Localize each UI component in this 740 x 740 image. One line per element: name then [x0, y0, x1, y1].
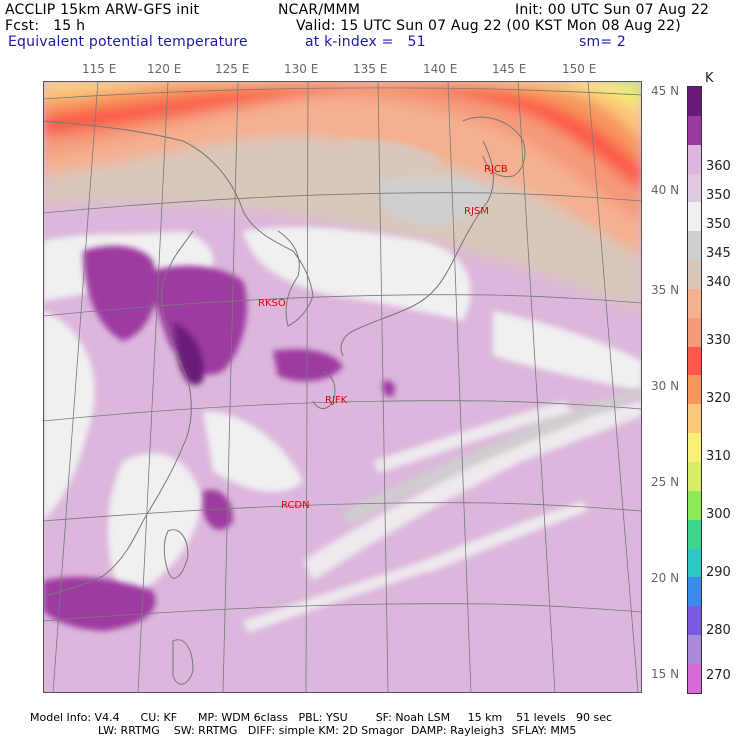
lat-label-45: 45 N: [651, 84, 680, 98]
station-rjsm: RJSM: [464, 206, 489, 217]
colorbar-segment: [688, 87, 701, 116]
colorbar-label-280: 280: [706, 623, 731, 638]
lat-label-15: 15 N: [651, 667, 680, 681]
colorbar-segment: [688, 202, 701, 232]
colorbar-label-300: 300: [706, 507, 731, 522]
ocean-streaks: [243, 386, 642, 633]
colorbar-segment: [688, 231, 701, 261]
model-title: ACCLIP 15km ARW-GFS init: [5, 2, 200, 18]
institution-label: NCAR/MMM: [278, 2, 361, 18]
lon-label-130: 130 E: [284, 62, 319, 76]
level-label: at k-index = 51: [305, 34, 426, 50]
colorbar-label-345: 350: [706, 217, 731, 232]
lat-label-35: 35 N: [651, 283, 680, 297]
colorbar-segment: [688, 260, 701, 289]
lat-label-20: 20 N: [651, 571, 680, 585]
colorbar-segment: [688, 490, 701, 520]
colorbar-label-330: 330: [706, 333, 731, 348]
model-info-line1: Model Info: V4.4 CU: KF MP: WDM 6class P…: [30, 711, 613, 724]
lon-label-140: 140 E: [423, 62, 458, 76]
lon-label-145: 145 E: [492, 62, 527, 76]
lat-label-30: 30 N: [651, 379, 680, 393]
colorbar-label-350: 350: [706, 188, 731, 203]
station-rcdn: RCDN: [281, 500, 310, 511]
colorbar-label-290: 290: [706, 565, 731, 580]
lon-label-115: 115 E: [82, 62, 117, 76]
station-rkso: RKSO: [258, 298, 286, 309]
valid-time: Valid: 15 UTC Sun 07 Aug 22 (00 KST Mon …: [296, 18, 681, 34]
station-rjfk: RJFK: [325, 395, 348, 406]
colorbar-segment: [688, 173, 701, 203]
colorbar-unit: K: [705, 71, 714, 86]
lon-label-125: 125 E: [215, 62, 250, 76]
lon-label-150: 150 E: [562, 62, 597, 76]
colorbar-segment: [688, 433, 701, 462]
model-info-line2: LW: RRTMG SW: RRTMG DIFF: simple KM: 2D …: [98, 724, 577, 737]
colorbar-label-360: 360: [706, 159, 731, 174]
colorbar: [687, 86, 702, 694]
field-name: Equivalent potential temperature: [8, 34, 248, 50]
lon-label-135: 135 E: [353, 62, 388, 76]
colorbar-segment: [688, 635, 701, 664]
init-time: Init: 00 UTC Sun 07 Aug 22: [515, 2, 710, 18]
lon-label-120: 120 E: [147, 62, 182, 76]
station-markers: RJCB RJSM RKSO RJFK RCDN: [258, 164, 508, 511]
colorbar-segment: [688, 404, 701, 434]
colorbar-segment: [688, 288, 701, 318]
forecast-hour: Fcst: 15 h: [5, 18, 86, 34]
northern-gradient: [43, 81, 642, 311]
graticule: [43, 81, 642, 693]
colorbar-segment: [688, 663, 701, 693]
high-theta-e: [43, 245, 395, 631]
colorbar-label-340: 340: [706, 275, 731, 290]
lat-label-25: 25 N: [651, 475, 680, 489]
smoothing-label: sm= 2: [579, 34, 627, 50]
theta-e-map: RJCB RJSM RKSO RJFK RCDN: [43, 81, 642, 693]
colorbar-label-320: 320: [706, 391, 731, 406]
colorbar-segment: [688, 317, 701, 347]
colorbar-segment: [688, 519, 701, 549]
colorbar-segment: [688, 548, 701, 578]
neutral-zones: [43, 139, 642, 601]
colorbar-segment: [688, 115, 701, 145]
colorbar-segment: [688, 346, 701, 376]
station-rjcb: RJCB: [484, 164, 508, 175]
colorbar-label-310: 310: [706, 449, 731, 464]
colorbar-label-270: 270: [706, 668, 731, 683]
colorbar-segment: [688, 144, 701, 174]
colorbar-segment: [688, 461, 701, 491]
colorbar-label-340b: 345: [706, 246, 731, 261]
colorbar-segment: [688, 577, 701, 607]
colorbar-segment: [688, 375, 701, 405]
lat-label-40: 40 N: [651, 183, 680, 197]
colorbar-segment: [688, 606, 701, 636]
